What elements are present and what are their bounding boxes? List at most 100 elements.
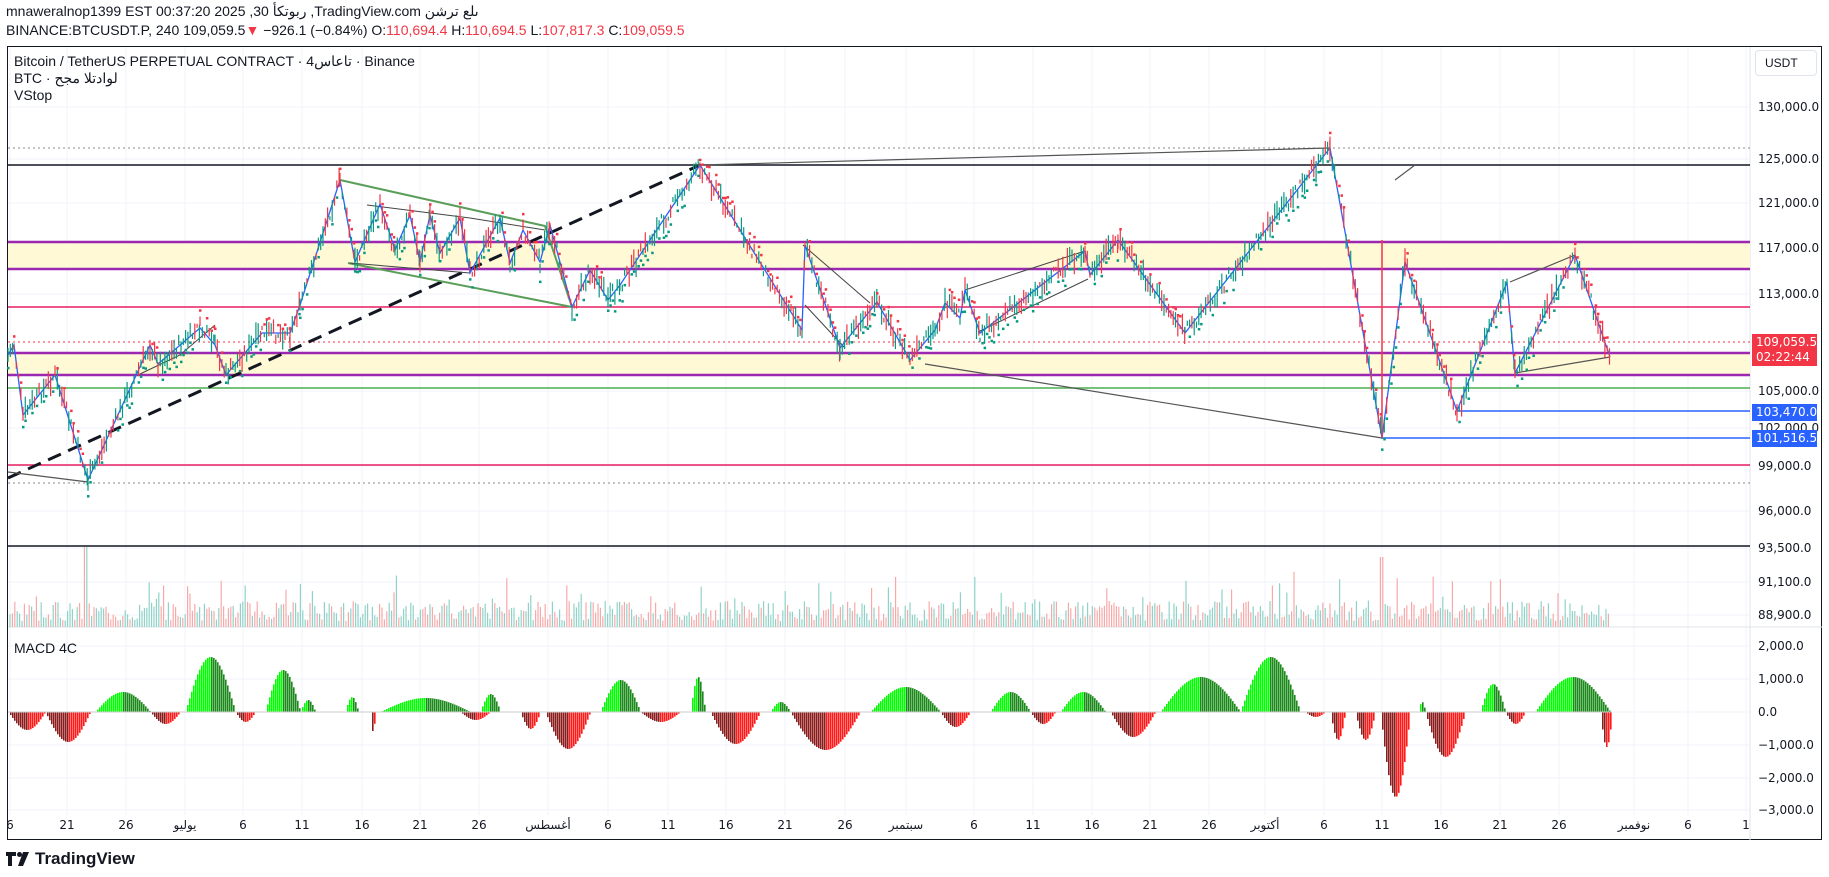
macd-bar	[844, 712, 846, 738]
vstop-dot	[1057, 280, 1060, 284]
vstop-dot	[985, 332, 989, 336]
vstop-dot	[1305, 189, 1309, 192]
macd-bar	[1342, 712, 1344, 729]
macd-bar	[1451, 712, 1453, 753]
macd-bar	[1286, 675, 1288, 712]
vstop-dot	[1342, 206, 1346, 209]
vstop-dot	[501, 211, 504, 215]
macd-bar	[191, 691, 193, 712]
vstop-dot	[1520, 377, 1524, 380]
macd-bar	[716, 712, 718, 724]
low-price-tag-1: 103,470.0	[1752, 404, 1817, 421]
vstop-legend[interactable]: VStop	[14, 87, 53, 103]
last-price-tag: 109,059.5 02:22:44	[1752, 334, 1817, 366]
channel-line	[924, 363, 1383, 439]
vstop-dot	[522, 212, 525, 216]
vstop-dot	[957, 298, 961, 302]
vstop-dot	[1347, 239, 1350, 243]
vstop-dot	[400, 249, 404, 253]
tradingview-logo[interactable]: TradingView	[6, 849, 135, 869]
macd-bar	[1068, 701, 1070, 712]
vstop-dot	[1479, 361, 1482, 364]
vstop-dot	[873, 313, 876, 317]
macd-bar	[1270, 657, 1272, 712]
vstop-dot	[1130, 241, 1134, 244]
macd-bar	[1012, 692, 1014, 712]
time-axis-label: 6	[1684, 818, 1692, 832]
vstop-dot	[787, 300, 791, 303]
macd-bar	[772, 708, 774, 712]
macd-bar	[906, 687, 908, 712]
macd-bar	[402, 702, 404, 712]
macd-bar	[1449, 712, 1451, 755]
vstop-dot	[1512, 353, 1516, 357]
macd-bar	[1112, 712, 1114, 716]
macd-bar	[1274, 658, 1276, 712]
vstop-dot	[555, 232, 559, 236]
macd-legend[interactable]: MACD 4C	[14, 640, 78, 656]
macd-bar	[567, 712, 569, 749]
macd-bar	[67, 712, 69, 742]
vstop-dot	[419, 273, 422, 277]
macd-bar	[1292, 689, 1294, 712]
vstop-dot	[728, 202, 732, 205]
macd-bar	[1443, 712, 1445, 757]
vstop-dot	[496, 239, 500, 243]
time-axis-label: 6	[604, 818, 612, 832]
vstop-dot	[254, 345, 258, 348]
volume-legend[interactable]: BTC · لوادتلا مجح	[14, 70, 118, 86]
vstop-dot	[901, 338, 904, 342]
vstop-dot	[623, 283, 627, 287]
macd-bar	[1433, 712, 1435, 739]
currency-button[interactable]: USDT	[1755, 50, 1817, 76]
macd-bar	[289, 676, 291, 712]
macd-bar	[189, 698, 191, 712]
macd-bar	[1218, 685, 1220, 712]
macd-bar	[1400, 712, 1402, 786]
macd-bar	[676, 712, 678, 716]
vstop-dot	[352, 242, 356, 245]
macd-bar	[563, 712, 565, 748]
vstop-dot	[433, 220, 437, 223]
macd-bar	[480, 712, 482, 719]
macd-bar	[1024, 702, 1026, 712]
macd-bar	[121, 692, 123, 712]
macd-bar	[1224, 691, 1226, 712]
macd-bar	[884, 697, 886, 712]
macd-bar	[878, 703, 880, 712]
vstop-dot	[528, 230, 532, 234]
macd-bar	[89, 712, 91, 715]
vstop-dot	[199, 309, 202, 312]
macd-bar	[1018, 695, 1020, 712]
time-axis-label: 26	[1551, 818, 1567, 832]
vstop-dot	[1597, 312, 1600, 316]
time-axis-label: 16	[718, 818, 734, 832]
vstop-dot	[548, 242, 551, 246]
macd-bar	[149, 710, 151, 712]
macd-bar	[1214, 682, 1216, 712]
vstop-dot	[864, 325, 867, 329]
macd-bar	[201, 665, 203, 712]
vstop-dot	[717, 183, 720, 186]
vstop-dot	[681, 206, 684, 209]
symbol-title[interactable]: Bitcoin / TetherUS PERPETUAL CONTRACT · …	[14, 53, 415, 69]
vstop-dot	[1200, 322, 1203, 326]
macd-bar	[1154, 712, 1156, 714]
macd-bar	[658, 712, 660, 722]
macd-bar	[1076, 694, 1078, 712]
macd-bar	[466, 710, 468, 712]
macd-bar	[774, 706, 776, 712]
macd-bar	[1006, 692, 1008, 712]
price-axis-label: 113,000.0	[1758, 287, 1820, 301]
vstop-dot	[1467, 397, 1470, 400]
vstop-dot	[301, 307, 304, 311]
vstop-dot	[1036, 302, 1039, 306]
macd-bar	[522, 712, 524, 718]
vstop-dot	[598, 276, 601, 279]
macd-bar	[1494, 684, 1496, 712]
vstop-dot	[882, 308, 886, 311]
macd-bar	[1386, 712, 1388, 762]
macd-bar	[834, 712, 836, 747]
macd-bar	[1463, 712, 1465, 720]
